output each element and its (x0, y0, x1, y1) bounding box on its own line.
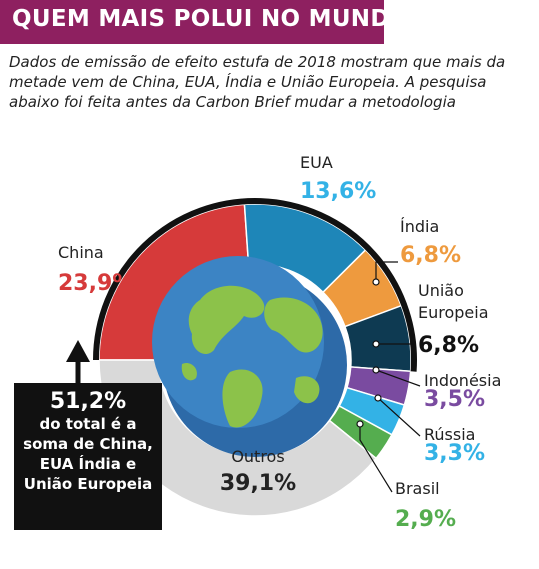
leader-line-russia (377, 397, 421, 437)
callout-box: 51,2% do total é a soma de China, EUA Ín… (14, 383, 162, 530)
label-name-brasil: Brasil (395, 479, 440, 498)
label-value-china: 23,9% (58, 271, 134, 296)
label-value-russia: 3,3% (424, 441, 485, 466)
leader-dot-india (372, 278, 380, 286)
label-name-india: Índia (400, 217, 439, 236)
leader-line-india (375, 261, 398, 282)
globe-illustration (152, 256, 347, 457)
leader-line-brasil (359, 424, 393, 493)
label-name-china: China (58, 243, 104, 262)
callout-value: 51,2% (49, 389, 127, 414)
title-band: QUEM MAIS POLUI NO MUNDO (0, 0, 409, 44)
chart-title: QUEM MAIS POLUI NO MUNDO (12, 6, 410, 32)
callout-text: do total é a soma de China, EUA Índia e … (23, 415, 153, 493)
leader-line-indonesia (375, 369, 421, 387)
label-value-indonesia: 3,5% (424, 387, 485, 412)
leader-dot-brasil (356, 420, 364, 428)
label-value-eua: 13,6% (300, 179, 376, 204)
top-four-highlight-arc (93, 197, 417, 372)
leader-dot-russia (374, 394, 382, 402)
leader-dot-uniao-europeia (372, 340, 380, 348)
label-name-eua: EUA (300, 153, 333, 172)
label-name-outros: Outros (231, 447, 284, 466)
label-value-brasil: 2,9% (395, 507, 456, 532)
label-name-indonesia: Indonésia (424, 371, 501, 390)
callout-arrow (66, 340, 90, 383)
label-name-uniao-europeia-line-1: União (418, 281, 464, 300)
label-name-russia: Rússia (424, 425, 475, 444)
leader-dot-indonesia (372, 366, 380, 374)
label-value-outros: 39,1% (220, 471, 296, 496)
label-value-uniao-europeia: 6,8% (418, 333, 479, 358)
label-value-india: 6,8% (400, 243, 461, 268)
label-name-uniao-europeia-line-2: Europeia (418, 303, 489, 322)
chart-subtitle: Dados de emissão de efeito estufa de 201… (9, 53, 506, 111)
